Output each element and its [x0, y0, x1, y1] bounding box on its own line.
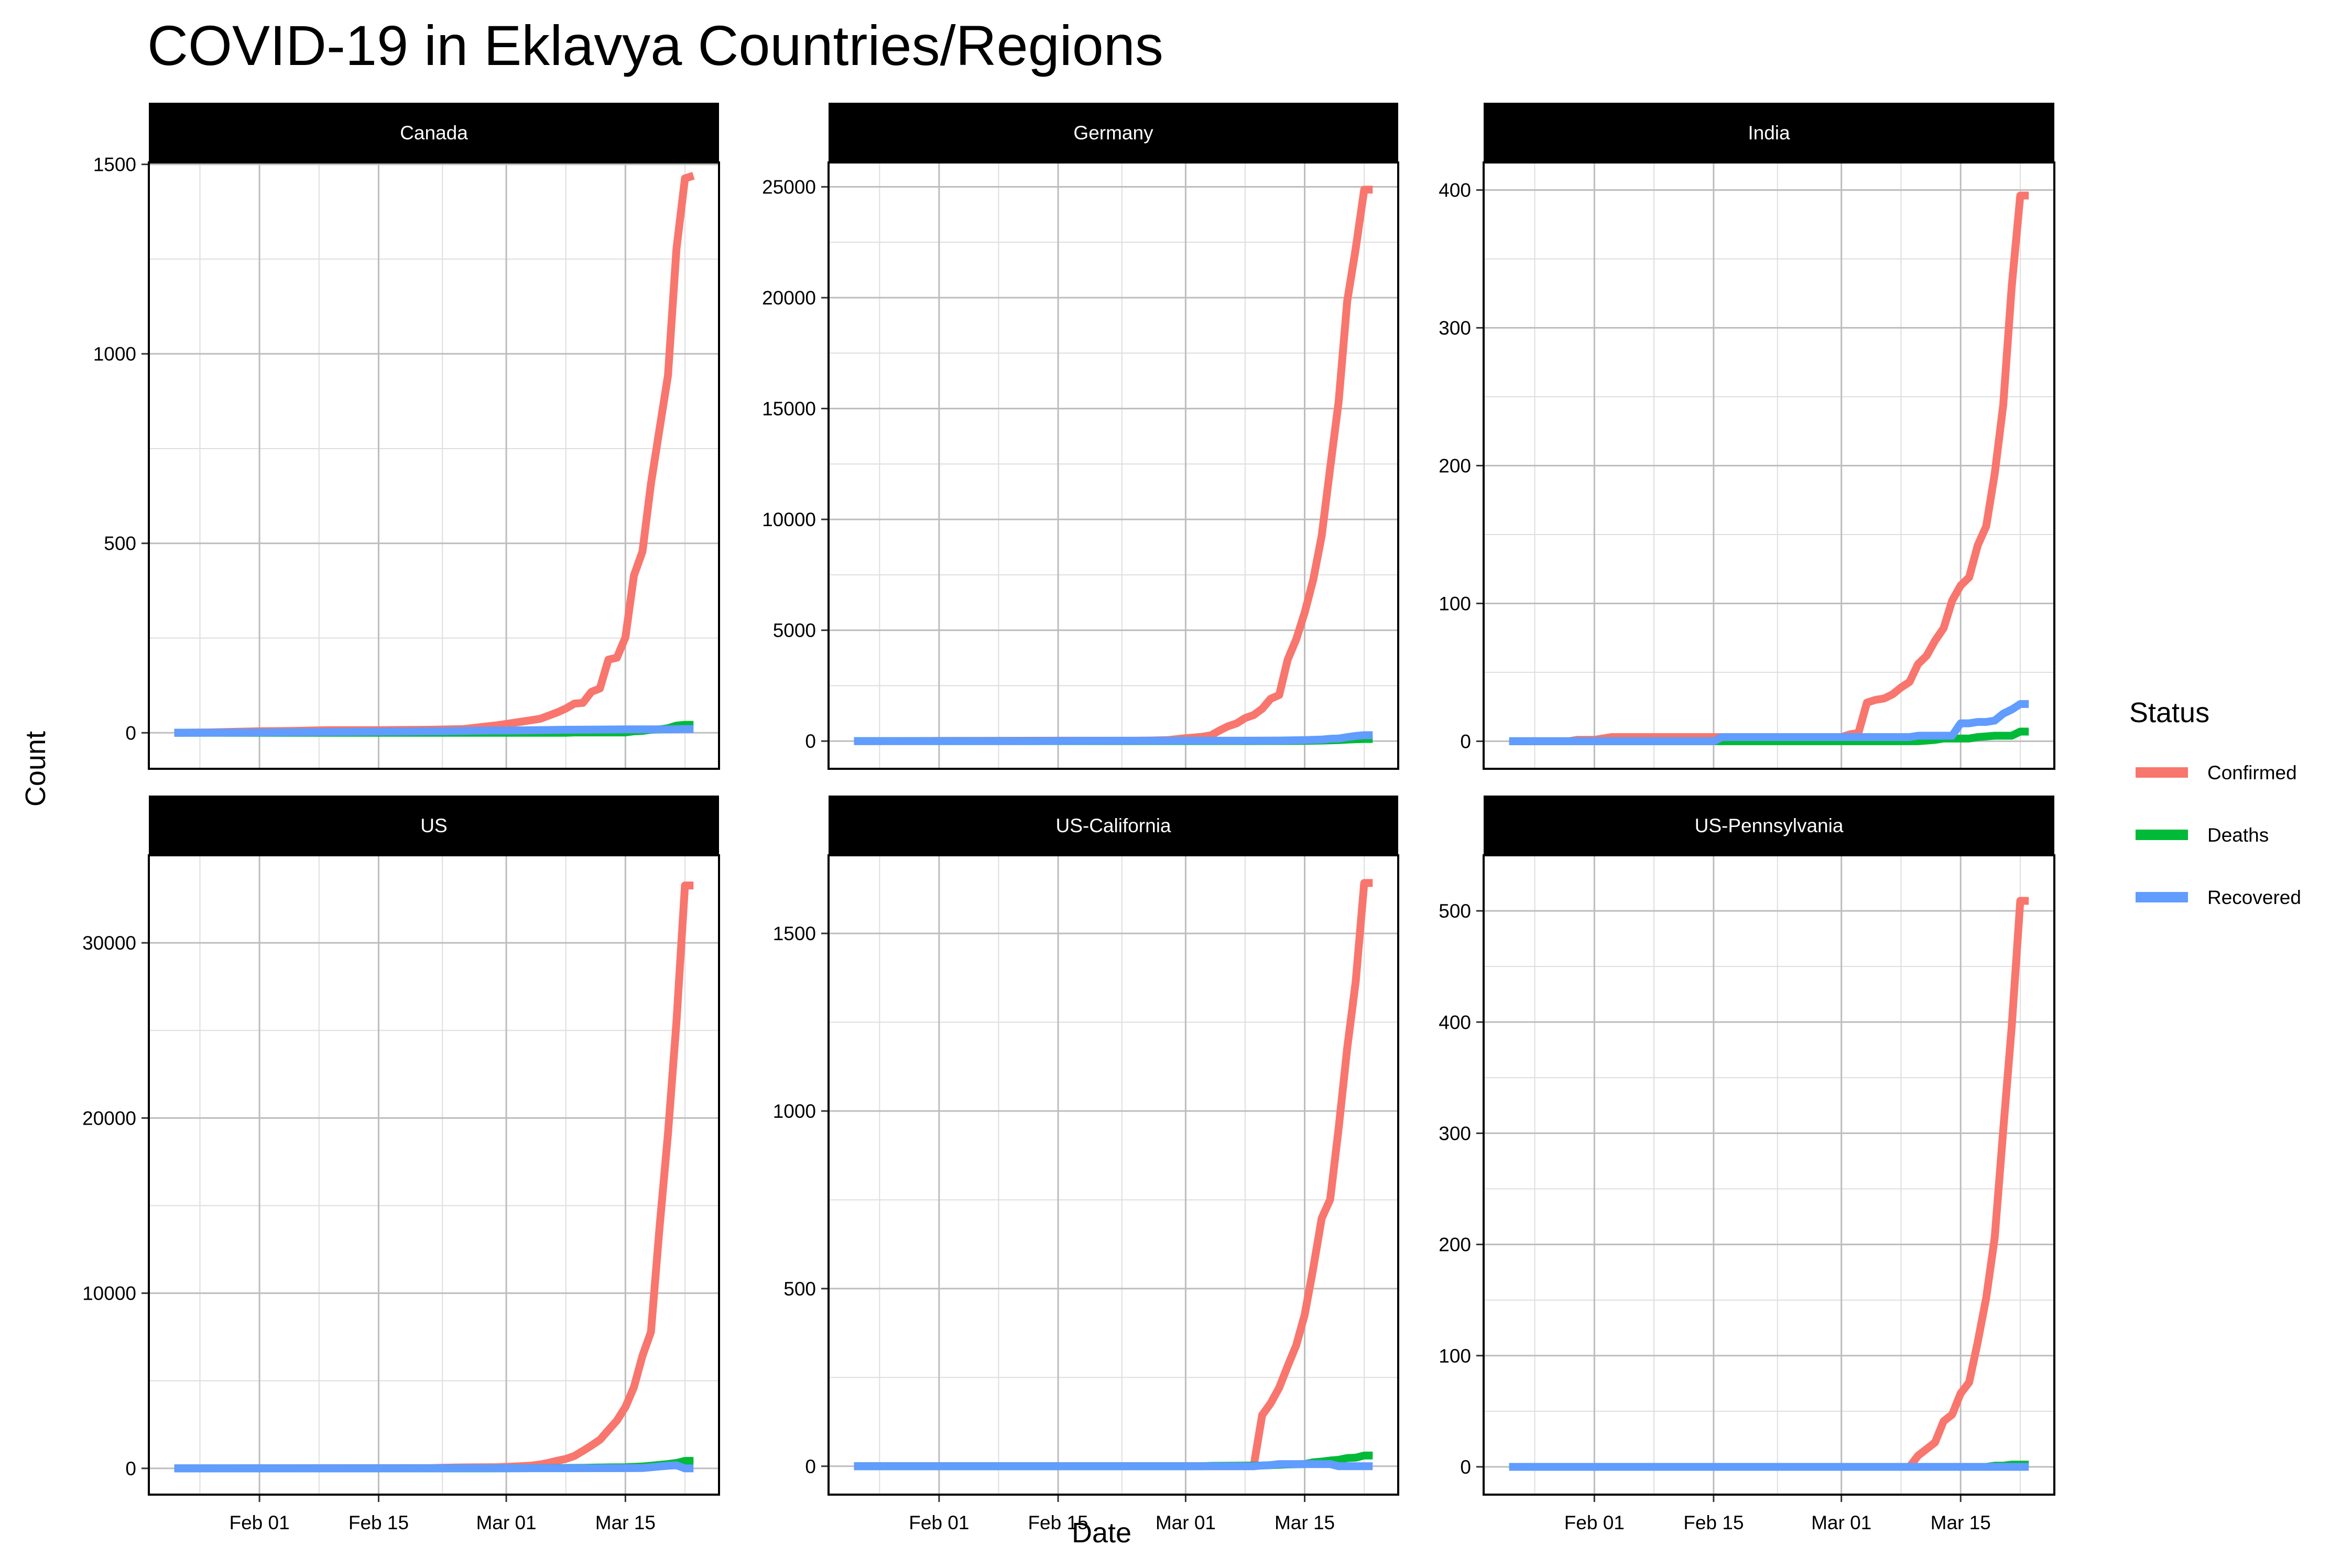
- y-tick-label: 100: [1439, 1345, 1471, 1367]
- y-tick-label: 0: [805, 731, 816, 752]
- panel-border: [827, 854, 1399, 1496]
- series-line-confirmed: [1509, 897, 2029, 1471]
- panel-border: [1483, 161, 2055, 770]
- facet-panel-0: Canada 0 500 1000 1500: [93, 103, 720, 770]
- facet-panel-1: Germany 0 5000 10000 15000 20000 25000: [762, 103, 1399, 770]
- y-tick-label: 0: [1460, 1456, 1471, 1478]
- facet-strip-label: Canada: [400, 122, 468, 144]
- legend-label: Recovered: [2207, 887, 2301, 908]
- legend-label: Deaths: [2207, 824, 2269, 846]
- facet-strip: [829, 103, 1398, 162]
- y-tick-label: 400: [1439, 180, 1471, 201]
- y-tick-label: 1500: [773, 923, 816, 944]
- legend: Status Confirmed Deaths Recovered: [2129, 697, 2301, 908]
- y-tick-label: 0: [1460, 731, 1471, 752]
- x-tick-label: Feb 15: [1028, 1512, 1088, 1533]
- facet-strip-label: Germany: [1073, 122, 1153, 144]
- y-tick-label: 500: [783, 1278, 816, 1300]
- series-line-recovered: [854, 731, 1373, 745]
- series-line-confirmed: [854, 186, 1373, 745]
- panel-border: [1483, 854, 2055, 1496]
- x-tick-label: Mar 01: [1811, 1512, 1871, 1533]
- x-tick-label: Mar 01: [476, 1512, 536, 1533]
- panel-border: [148, 161, 720, 770]
- panel-border: [827, 161, 1399, 770]
- y-tick-label: 400: [1439, 1011, 1471, 1033]
- facet-strip-label: US-Pennsylvania: [1695, 815, 1844, 836]
- series-line-confirmed: [1509, 191, 2029, 745]
- x-tick-label: Feb 15: [349, 1512, 409, 1533]
- y-tick-label: 30000: [82, 932, 136, 954]
- y-tick-label: 10000: [82, 1283, 136, 1304]
- y-tick-label: 0: [125, 722, 136, 744]
- legend-title: Status: [2129, 697, 2209, 728]
- facet-strip: [1484, 796, 2054, 855]
- y-tick-label: 0: [805, 1456, 816, 1477]
- panel-border: [148, 854, 720, 1496]
- y-tick-label: 300: [1439, 1123, 1471, 1144]
- y-tick-label: 20000: [82, 1107, 136, 1129]
- x-tick-label: Mar 15: [1931, 1512, 1991, 1533]
- facet-strip-label: US: [420, 815, 447, 836]
- x-tick-label: Mar 15: [595, 1512, 656, 1533]
- facet-strip: [1484, 103, 2054, 162]
- series-line-confirmed: [854, 879, 1373, 1471]
- y-tick-label: 100: [1439, 593, 1471, 614]
- y-tick-label: 500: [104, 533, 136, 554]
- x-tick-label: Mar 15: [1275, 1512, 1335, 1533]
- facet-strip-label: US-California: [1055, 815, 1171, 836]
- series-line-recovered: [174, 725, 694, 737]
- x-tick-label: Feb 15: [1683, 1512, 1744, 1533]
- x-axis-title: Date: [1072, 1517, 1131, 1549]
- y-axis-title: Count: [20, 731, 51, 807]
- y-tick-label: 0: [125, 1458, 136, 1479]
- y-tick-label: 1000: [773, 1101, 816, 1122]
- series-line-deaths: [1509, 727, 2029, 745]
- x-tick-label: Feb 01: [230, 1512, 290, 1533]
- facet-panel-2: India 0 100 200 300 400: [1439, 103, 2055, 770]
- y-tick-label: 1500: [93, 154, 136, 176]
- series-line-recovered: [1509, 700, 2029, 745]
- series-line-recovered: [174, 1461, 694, 1473]
- facet-strip: [829, 796, 1398, 855]
- facet-strip: [149, 103, 719, 162]
- facet-panel-3: US Feb 01 Feb 15 Mar 01 Mar 15 0 10000 20000 300…: [82, 796, 720, 1533]
- y-tick-label: 25000: [762, 177, 816, 198]
- chart-title: COVID-19 in Eklavya Countries/Regions: [147, 14, 1163, 77]
- facet-panel-4: US-California Feb 01 Feb 15 Mar 01 Mar 15 0 50…: [773, 796, 1399, 1533]
- y-tick-label: 300: [1439, 318, 1471, 339]
- y-tick-label: 5000: [773, 620, 816, 641]
- y-tick-label: 500: [1439, 900, 1471, 922]
- y-tick-label: 1000: [93, 343, 136, 365]
- legend-label: Confirmed: [2207, 762, 2297, 783]
- y-tick-label: 200: [1439, 1234, 1471, 1256]
- series-line-recovered: [854, 1460, 1373, 1471]
- y-tick-label: 200: [1439, 455, 1471, 477]
- y-tick-label: 10000: [762, 509, 816, 530]
- facet-panel-5: US-Pennsylvania Feb 01 Feb 15 Mar 01 Mar 15 0…: [1439, 796, 2055, 1533]
- x-tick-label: Feb 01: [909, 1512, 969, 1533]
- y-tick-label: 20000: [762, 287, 816, 309]
- y-tick-label: 15000: [762, 398, 816, 420]
- facet-strip-label: India: [1748, 122, 1790, 144]
- x-tick-label: Mar 01: [1156, 1512, 1216, 1533]
- x-tick-label: Feb 01: [1564, 1512, 1625, 1533]
- facet-strip: [149, 796, 719, 855]
